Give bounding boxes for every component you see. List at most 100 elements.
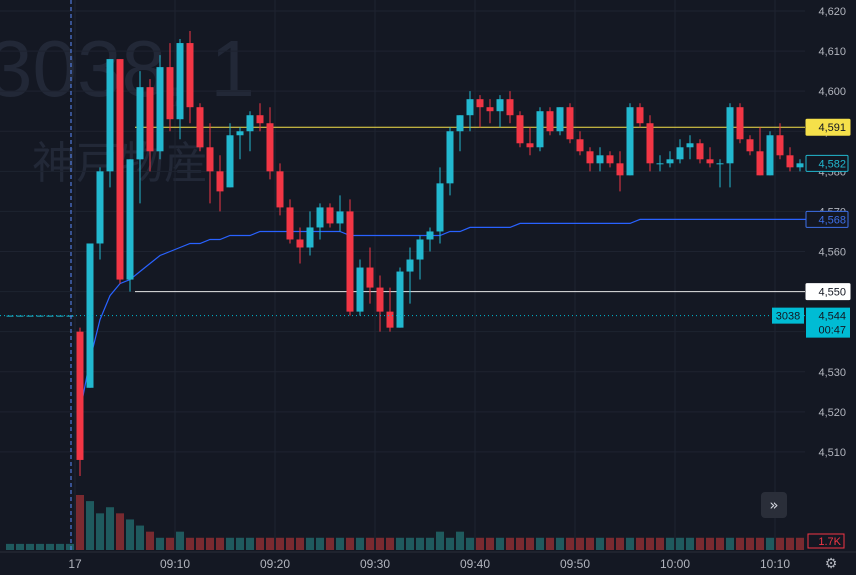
candle-body	[466, 99, 474, 116]
price-axis-bg	[806, 0, 856, 550]
candle-body	[146, 87, 154, 152]
candle-body	[486, 107, 494, 112]
volume-bar	[236, 537, 244, 550]
price-level-label-bg	[805, 118, 851, 136]
volume-bar	[686, 537, 694, 550]
volume-bar	[16, 543, 24, 550]
volume-bar	[206, 537, 214, 550]
volume-bar	[396, 537, 404, 550]
volume-bar	[186, 537, 194, 550]
volume-bar	[266, 537, 274, 550]
price-tick-label: 4,620	[818, 6, 846, 18]
volume-bar	[696, 537, 704, 550]
price-axis: 4,5104,5204,5304,5404,5504,5604,5704,580…	[806, 0, 856, 550]
candle-body	[46, 315, 54, 317]
candle-body	[456, 115, 464, 132]
volume-bar	[386, 537, 394, 550]
candle-body	[316, 207, 324, 228]
volume-bar	[176, 531, 184, 550]
scroll-to-realtime-button[interactable]: »	[761, 492, 787, 518]
volume-bar	[616, 537, 624, 550]
volume-bar	[706, 537, 714, 550]
volume-bar	[336, 537, 344, 550]
time-tick-label: 09:40	[460, 557, 490, 571]
candle-body	[546, 111, 554, 132]
volume-bar	[66, 543, 74, 550]
candle-body	[346, 211, 354, 312]
volume-bar	[276, 537, 284, 550]
volume-bar	[636, 537, 644, 550]
volume-bar	[46, 543, 54, 550]
candle-body	[636, 107, 644, 124]
time-axis: 17 09:10 09:20 09:30 09:40 09:50 10:00 10:10	[0, 551, 856, 575]
candle-body	[106, 59, 114, 172]
volume-bar	[436, 531, 444, 550]
price-level-label: 4,591	[818, 122, 846, 134]
candle-body	[716, 163, 724, 165]
symbol-tag: 3038	[776, 311, 800, 323]
volume-bar	[406, 537, 414, 550]
volume-bar	[136, 525, 144, 550]
volume-bars	[6, 495, 854, 550]
candle-body	[26, 315, 34, 317]
volume-bar	[36, 543, 44, 550]
volume-bar	[306, 537, 314, 550]
time-tick-label: 10:10	[760, 557, 790, 571]
volume-bar	[516, 537, 524, 550]
candle-body	[236, 131, 244, 136]
volume-bar	[126, 519, 134, 550]
price-lines	[135, 126, 805, 293]
volume-bar	[86, 501, 94, 550]
volume-bar	[286, 537, 294, 550]
watermark-symbol: 3038, 1	[0, 24, 255, 113]
volume-bar	[6, 543, 14, 550]
volume-bar	[526, 537, 534, 550]
candle-body	[216, 171, 224, 192]
candle-body	[436, 183, 444, 232]
candle-body	[586, 151, 594, 164]
candle-body	[506, 99, 514, 116]
volume-bar	[736, 537, 744, 550]
time-tick-label: 10:00	[660, 557, 690, 571]
candle-body	[496, 99, 504, 112]
candle-body	[416, 239, 424, 260]
candle-body	[446, 131, 454, 184]
candle-body	[616, 163, 624, 176]
candle-body	[6, 315, 14, 317]
candle-body	[566, 107, 574, 140]
volume-bar	[486, 537, 494, 550]
volume-bar	[666, 537, 674, 550]
volume-bar	[676, 537, 684, 550]
candle-body	[286, 207, 294, 240]
candle-body	[256, 115, 264, 124]
volume-bar	[426, 537, 434, 550]
candle-body	[736, 107, 744, 140]
volume-bar	[366, 537, 374, 550]
symbol-tag-bg	[772, 307, 804, 324]
candle-body	[516, 115, 524, 144]
time-tick-label: 09:10	[160, 557, 190, 571]
volume-bar	[766, 537, 774, 550]
volume-bar	[246, 537, 254, 550]
candle-body	[676, 147, 684, 160]
volume-bar	[646, 537, 654, 550]
candle-body	[386, 311, 394, 328]
volume-bar	[226, 537, 234, 550]
volume-bar	[256, 537, 264, 550]
candle-body	[776, 135, 784, 156]
candle-body	[476, 99, 484, 108]
volume-bar	[796, 537, 804, 550]
time-axis-bg	[0, 552, 856, 575]
candle-body	[766, 135, 774, 176]
candle-body	[756, 151, 764, 176]
price-level-label-bg	[805, 283, 851, 301]
candle-body	[366, 267, 374, 288]
volume-bar	[476, 537, 484, 550]
volume-bar	[76, 495, 84, 550]
candle-body	[166, 67, 174, 120]
current-price-label: 4,544	[818, 311, 846, 323]
volume-bar	[586, 537, 594, 550]
gear-icon[interactable]: ⚙	[824, 556, 838, 572]
candle-body	[696, 143, 704, 160]
